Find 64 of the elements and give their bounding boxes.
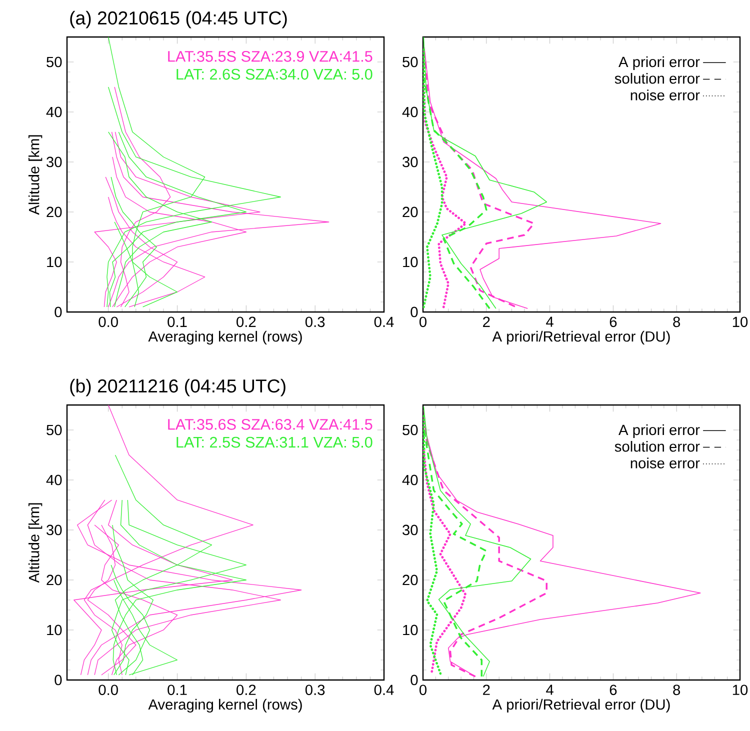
x-tick-label: 4 bbox=[546, 684, 554, 695]
text: LAT: 2.6S SZA:34.0 VZA: 5.0 bbox=[176, 68, 372, 80]
x-tick-label: 8 bbox=[673, 316, 680, 328]
x-tick-label: 0.1 bbox=[168, 316, 187, 328]
x-tick-label: 0.0 bbox=[98, 684, 118, 696]
x-axis-title: A priori/Retrieval error (DU) bbox=[492, 330, 670, 345]
y-tick-label: 10 bbox=[47, 256, 62, 268]
x-tick-label: 0.2 bbox=[236, 316, 256, 328]
text: LAT: 2.5S SZA:31.1 VZA: 5.0 bbox=[176, 436, 372, 448]
y-tick-label: 10 bbox=[403, 624, 418, 636]
y-tick-label: 0 bbox=[54, 306, 62, 318]
text: noise error bbox=[630, 458, 700, 468]
x-tick-label: 0.0 bbox=[98, 316, 118, 328]
x-tick-label: 2 bbox=[483, 316, 490, 327]
y-tick-label: 20 bbox=[402, 574, 418, 586]
text: LAT:35.5S SZA:23.9 VZA:41.5 bbox=[168, 50, 372, 62]
y-tick-label: 50 bbox=[402, 56, 418, 68]
y-tick-label: 30 bbox=[402, 524, 418, 536]
text: LAT:35.6S SZA:63.4 VZA:41.5 bbox=[168, 418, 372, 430]
x-tick-label: 0.3 bbox=[305, 684, 325, 696]
y-tick-label: 50 bbox=[46, 56, 62, 68]
y-tick-label: 30 bbox=[402, 156, 418, 168]
x-axis-title: A priori/Retrieval error (DU) bbox=[492, 698, 670, 713]
y-tick-label: 40 bbox=[402, 474, 418, 486]
y-tick-label: 40 bbox=[46, 106, 62, 118]
y-tick-label: 50 bbox=[402, 424, 418, 436]
x-tick-label: 0.2 bbox=[236, 684, 256, 696]
y-tick-label: 0 bbox=[54, 674, 62, 686]
y-tick-label: 0 bbox=[410, 306, 418, 318]
x-tick-label: 4 bbox=[546, 316, 554, 327]
x-tick-label: 0.3 bbox=[305, 316, 325, 328]
x-axis-title: Averaging kernel (rows) bbox=[148, 698, 302, 713]
chart-title: (b) 20211216 (04:45 UTC) bbox=[70, 378, 286, 396]
x-tick-label: 0 bbox=[419, 684, 426, 696]
y-tick-label: 20 bbox=[402, 206, 418, 218]
y-tick-label: 40 bbox=[46, 474, 62, 486]
x-tick-label: 6 bbox=[610, 684, 617, 696]
y-tick-label: 40 bbox=[402, 106, 418, 118]
text: solution error bbox=[614, 72, 700, 84]
x-tick-label: 0.1 bbox=[168, 684, 187, 696]
x-axis-title: Averaging kernel (rows) bbox=[148, 330, 302, 345]
y-tick-label: 50 bbox=[46, 424, 62, 436]
y-tick-label: 30 bbox=[46, 524, 62, 536]
x-tick-label: 10 bbox=[732, 316, 748, 328]
y-tick-label: 20 bbox=[46, 206, 62, 218]
x-tick-label: 8 bbox=[673, 684, 680, 696]
text: A priori error bbox=[618, 424, 700, 438]
x-tick-label: 2 bbox=[483, 684, 490, 695]
y-tick-label: 10 bbox=[403, 256, 418, 268]
text: noise error bbox=[630, 90, 700, 100]
x-tick-label: 0 bbox=[419, 316, 426, 328]
x-tick-label: 6 bbox=[610, 316, 617, 328]
chart-title: (a) 20210615 (04:45 UTC) bbox=[70, 10, 287, 28]
y-tick-label: 20 bbox=[46, 574, 62, 586]
y-tick-label: 30 bbox=[46, 156, 62, 168]
y-tick-label: 0 bbox=[410, 674, 418, 686]
x-tick-label: 0.4 bbox=[374, 684, 394, 696]
x-tick-label: 0.4 bbox=[374, 316, 394, 328]
y-axis-title: Altitude [km] bbox=[28, 135, 42, 215]
y-tick-label: 10 bbox=[47, 624, 62, 636]
text: A priori error bbox=[618, 56, 700, 70]
text: solution error bbox=[614, 440, 700, 452]
x-tick-label: 10 bbox=[732, 684, 748, 696]
y-axis-title: Altitude [km] bbox=[28, 503, 42, 583]
